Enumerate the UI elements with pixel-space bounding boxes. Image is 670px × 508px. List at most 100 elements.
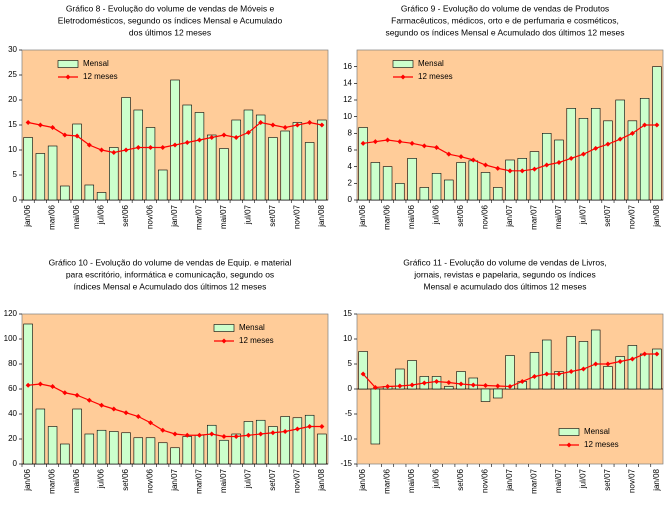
legend-label: Mensal [239, 323, 265, 332]
x-tick-label: jan/08 [652, 204, 661, 227]
line-marker [495, 383, 501, 389]
chart-title: índices Mensal e Acumulado dos últimos 1… [74, 281, 267, 291]
chart-title: Gráfico 8 - Evolução do volume de vendas… [66, 3, 275, 13]
y-tick-label: 100 [4, 334, 18, 343]
bar [517, 158, 527, 201]
bar [505, 355, 515, 390]
line-marker [544, 371, 550, 377]
bar [145, 127, 156, 201]
y-tick-label: -10 [340, 434, 352, 443]
bar [431, 173, 442, 201]
line-marker [282, 429, 288, 434]
bar [268, 137, 278, 201]
line-marker [642, 351, 648, 357]
x-tick-label: set/07 [603, 468, 612, 490]
y-tick-label: 10 [343, 334, 352, 343]
y-tick-label: 8 [348, 128, 353, 137]
bar [243, 421, 254, 465]
line-marker [421, 143, 427, 149]
chart-title: segundo os índices Mensal e Acumulado do… [385, 27, 624, 37]
x-tick-label: mar/06 [48, 204, 57, 229]
bar [358, 351, 368, 390]
line-marker [593, 145, 599, 151]
x-tick-label: jan/06 [23, 468, 32, 491]
bar [627, 345, 638, 390]
line-marker [270, 430, 276, 436]
x-tick-label: jan/08 [317, 468, 326, 491]
bar [207, 134, 217, 201]
bar [243, 109, 254, 201]
bar [219, 439, 229, 465]
line-marker [50, 125, 56, 130]
bar [505, 159, 515, 201]
line-marker [258, 120, 264, 125]
x-tick-label: set/06 [121, 204, 130, 226]
bar [194, 434, 205, 465]
line-marker [372, 385, 378, 390]
legend-label: Mensal [418, 59, 444, 68]
line-marker [642, 122, 648, 128]
line-marker [470, 382, 476, 388]
line-marker [245, 432, 251, 438]
x-tick-label: mai/06 [407, 204, 416, 229]
y-tick-label: 0 [13, 459, 18, 468]
line-marker [74, 133, 80, 139]
legend-label: Mensal [83, 59, 109, 68]
legend: Mensal 12 meses [392, 59, 453, 81]
line-marker [319, 424, 325, 429]
line-marker [270, 122, 276, 128]
line-marker [111, 406, 117, 412]
bar [627, 120, 638, 201]
x-tick-label: jul/07 [579, 204, 588, 225]
line-marker [37, 122, 43, 128]
bar [480, 388, 491, 402]
chart-title: Gráfico 11 - Evolução do volume de venda… [403, 257, 606, 267]
x-tick-label: nov/07 [628, 204, 637, 229]
bar [23, 137, 33, 201]
bar [72, 408, 82, 465]
bar [292, 417, 303, 465]
x-tick-label: nov/06 [481, 468, 490, 493]
x-tick-label: mai/06 [407, 468, 416, 493]
line-marker [99, 402, 105, 408]
line-marker [148, 420, 154, 426]
y-tick-label: 15 [343, 309, 352, 318]
line-marker [654, 122, 660, 128]
bar [652, 348, 662, 390]
y-tick-label: 60 [8, 384, 17, 393]
y-tick-label: -15 [340, 459, 352, 468]
legend-swatch [213, 324, 235, 332]
line-marker [148, 145, 154, 150]
y-tick-label: 30 [8, 45, 17, 54]
x-tick-label: jan/07 [505, 468, 514, 491]
line-marker [184, 140, 190, 145]
line-marker [307, 120, 313, 125]
line-marker [580, 151, 586, 157]
x-tick-label: nov/07 [628, 468, 637, 493]
legend: Mensal 12 meses [558, 427, 619, 449]
line-marker [372, 139, 378, 145]
line-marker [258, 431, 264, 437]
x-tick-label: nov/06 [146, 468, 155, 493]
line-marker [580, 366, 586, 372]
chart-title: Farmacêuticos, médicos, orto e de perfum… [391, 15, 619, 25]
line-marker [50, 384, 56, 389]
line-marker [531, 166, 537, 172]
line-marker [617, 359, 623, 364]
bar [182, 104, 192, 201]
x-tick-label: jul/06 [97, 468, 106, 489]
bar [382, 166, 393, 201]
bar [444, 179, 454, 201]
line-marker [160, 427, 166, 433]
line-marker [507, 384, 513, 389]
bar [578, 118, 589, 201]
line-marker [397, 383, 403, 389]
bar [255, 114, 266, 201]
legend-swatch [57, 60, 79, 68]
bar [444, 386, 454, 390]
bar [170, 79, 180, 201]
bar [615, 99, 625, 201]
line-marker [519, 168, 525, 174]
y-tick-label: 10 [8, 145, 17, 154]
